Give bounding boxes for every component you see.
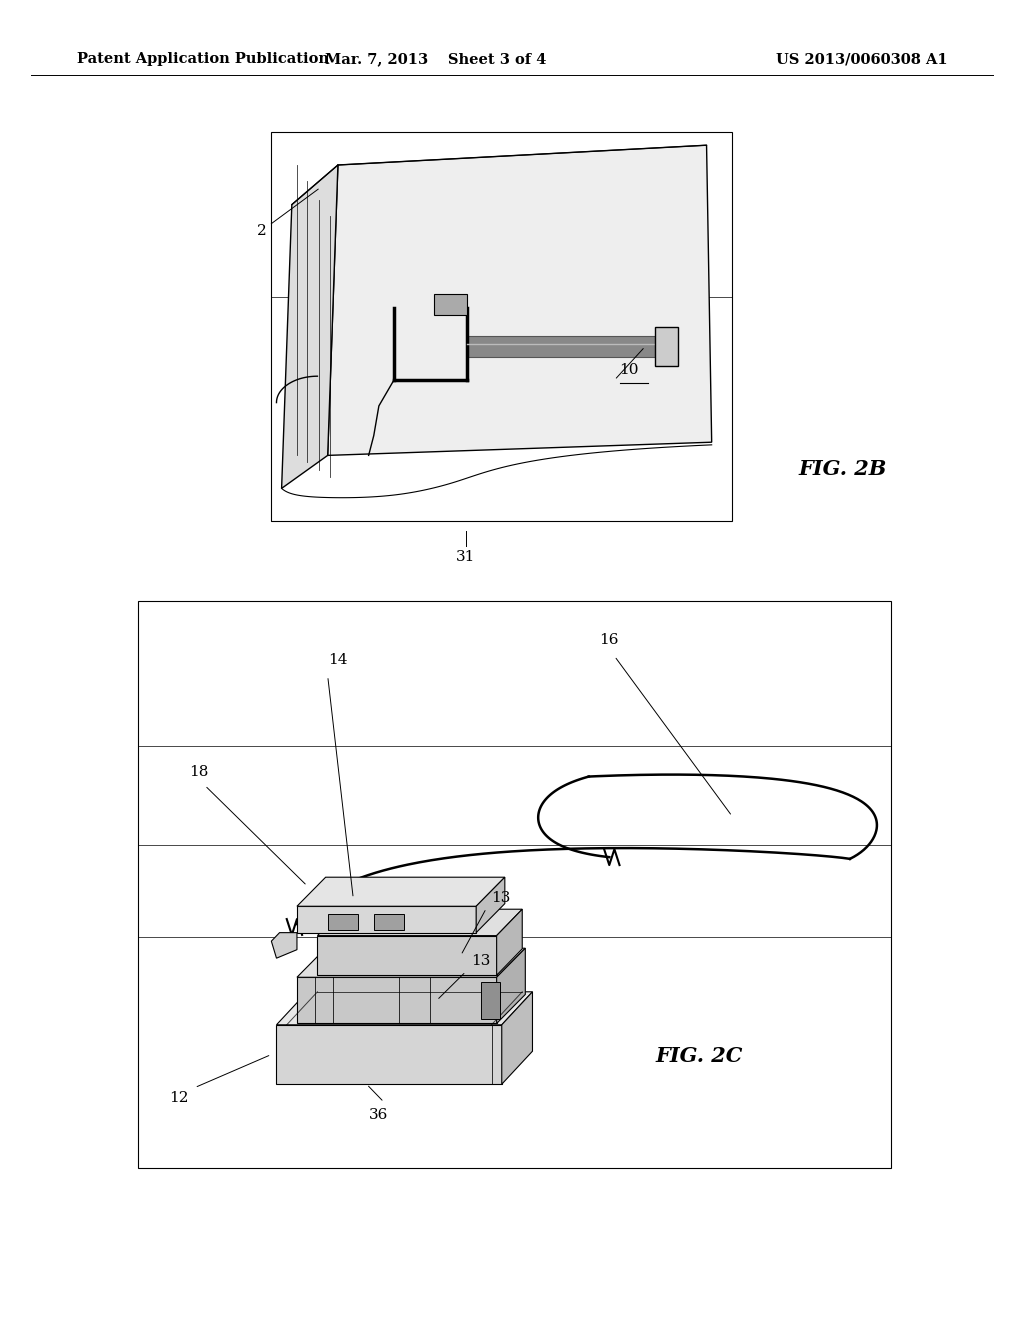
Text: 12: 12 bbox=[169, 1092, 189, 1105]
Bar bbox=[481, 982, 500, 1019]
Text: 16: 16 bbox=[599, 634, 620, 647]
Polygon shape bbox=[317, 936, 497, 975]
Polygon shape bbox=[297, 948, 525, 977]
Bar bbox=[271, 132, 732, 521]
Polygon shape bbox=[502, 991, 532, 1084]
Text: 36: 36 bbox=[370, 1109, 388, 1122]
Polygon shape bbox=[282, 165, 338, 488]
Polygon shape bbox=[297, 907, 476, 933]
Polygon shape bbox=[497, 909, 522, 975]
Text: 13: 13 bbox=[492, 891, 511, 904]
Bar bbox=[467, 337, 655, 358]
Text: FIG. 2C: FIG. 2C bbox=[655, 1045, 742, 1067]
Bar bbox=[328, 915, 358, 931]
Bar bbox=[374, 915, 404, 931]
Polygon shape bbox=[276, 991, 532, 1024]
Text: Patent Application Publication: Patent Application Publication bbox=[77, 53, 329, 66]
Polygon shape bbox=[328, 145, 712, 455]
Polygon shape bbox=[476, 878, 505, 933]
Text: 31: 31 bbox=[457, 550, 475, 565]
Bar bbox=[138, 601, 891, 1168]
Polygon shape bbox=[297, 878, 505, 907]
Bar bbox=[434, 294, 467, 315]
Polygon shape bbox=[497, 948, 525, 1023]
Text: 10: 10 bbox=[620, 363, 639, 376]
Polygon shape bbox=[276, 1024, 502, 1084]
Polygon shape bbox=[317, 909, 522, 936]
Text: 2: 2 bbox=[256, 189, 318, 238]
Polygon shape bbox=[297, 977, 497, 1023]
Bar bbox=[655, 327, 678, 367]
Text: 18: 18 bbox=[189, 766, 209, 779]
Text: Mar. 7, 2013  Sheet 3 of 4: Mar. 7, 2013 Sheet 3 of 4 bbox=[325, 53, 546, 66]
Polygon shape bbox=[271, 933, 297, 958]
Text: US 2013/0060308 A1: US 2013/0060308 A1 bbox=[775, 53, 947, 66]
Text: FIG. 2B: FIG. 2B bbox=[799, 458, 887, 479]
Text: 14: 14 bbox=[328, 653, 348, 667]
Text: 13: 13 bbox=[471, 954, 490, 968]
